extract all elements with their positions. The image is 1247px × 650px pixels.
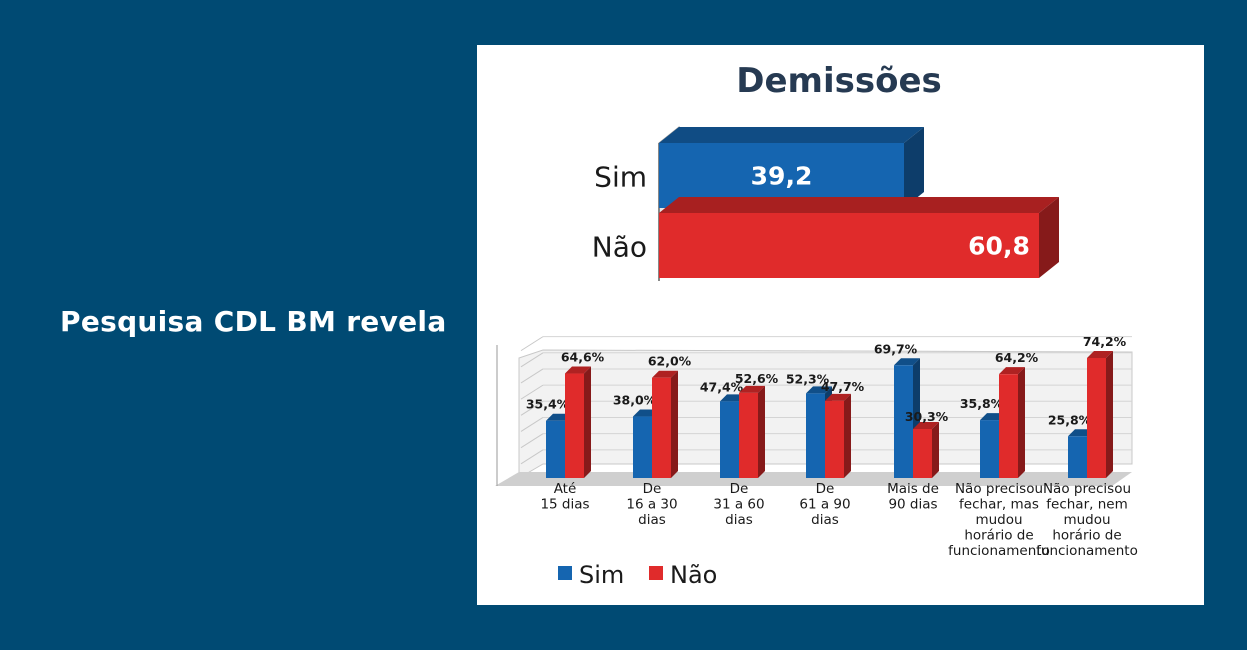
- headline: Pesquisa CDL BM revela: [60, 305, 447, 338]
- column-sim-2: [633, 416, 652, 478]
- data-label-não-1: 64,6%: [561, 350, 605, 365]
- column-não-7: [1087, 358, 1106, 478]
- column-top-face: [825, 393, 851, 401]
- gridline-diag: [520, 336, 544, 352]
- bar-side-face-não: [1039, 197, 1059, 278]
- bar-value-não: 60,8: [968, 232, 1030, 261]
- gridline-diag: [520, 433, 544, 449]
- data-label-não-2: 62,0%: [648, 354, 692, 369]
- category-label-não: Não: [592, 231, 647, 264]
- data-label-sim-1: 35,4%: [526, 397, 570, 412]
- column-top-face: [1087, 351, 1113, 358]
- chart-title: Demissões: [736, 61, 942, 101]
- data-label-não-3: 52,6%: [735, 371, 779, 386]
- column-side-face: [671, 370, 678, 478]
- legend-swatch-não: [649, 566, 663, 580]
- bar-value-sim: 39,2: [751, 162, 813, 191]
- column-não-1: [565, 373, 584, 478]
- category-label-sim: Sim: [594, 161, 647, 194]
- column-sim-7: [1068, 436, 1087, 478]
- bar-top-face-sim: [659, 127, 924, 143]
- tick-label-3: De 31 a 60 dias: [713, 481, 764, 528]
- data-label-sim-3: 47,4%: [700, 379, 744, 394]
- chart-panel: Demissões 39,2 Sim 60,8 Não 35,4% 64,6% Até 15…: [477, 45, 1204, 605]
- bar-não: [659, 213, 1039, 278]
- column-top-face: [739, 385, 765, 393]
- column-sim-1: [546, 420, 565, 478]
- data-label-não-5: 30,3%: [905, 409, 949, 424]
- gridline-diag: [520, 449, 544, 465]
- grouped-bar-chart: 35,4% 64,6% Até 15 dias 38,0% 62,0% De 16 a 30 d…: [495, 334, 1138, 559]
- column-não-4: [825, 400, 844, 478]
- tick-label-5: Mais de 90 dias: [887, 481, 939, 513]
- data-label-não-7: 74,2%: [1083, 334, 1127, 349]
- column-top-face: [565, 366, 591, 374]
- column-sim-3: [720, 401, 739, 478]
- tick-label-2: De 16 a 30 dias: [626, 481, 677, 528]
- column-não-6: [999, 374, 1018, 478]
- column-top-face: [894, 358, 920, 366]
- column-side-face: [1018, 367, 1025, 478]
- gridline-diag: [520, 400, 544, 416]
- bar-side-face-sim: [904, 127, 924, 208]
- tick-label-1: Até 15 dias: [540, 481, 589, 513]
- data-label-sim-2: 38,0%: [613, 393, 657, 408]
- column-não-2: [652, 377, 671, 478]
- data-label-sim-4: 52,3%: [786, 371, 830, 386]
- chart-legend: Sim Não: [558, 561, 717, 589]
- data-label-não-4: 47,7%: [821, 379, 865, 394]
- tick-label-7: Não precisou fechar, nem mudou horário de fu…: [1036, 481, 1138, 559]
- data-label-não-6: 64,2%: [995, 350, 1039, 365]
- column-top-face: [999, 367, 1025, 375]
- column-side-face: [584, 366, 591, 478]
- column-sim-5: [894, 365, 913, 478]
- data-label-sim-7: 25,8%: [1048, 412, 1092, 427]
- chart-svg: Demissões 39,2 Sim 60,8 Não 35,4% 64,6% Até 15…: [495, 61, 1138, 589]
- gridline-diag: [520, 417, 544, 432]
- column-side-face: [932, 421, 939, 478]
- legend-label-não: Não: [670, 561, 717, 589]
- tick-label-4: De 61 a 90 dias: [799, 481, 850, 528]
- legend-label-sim: Sim: [579, 561, 624, 589]
- column-não-3: [739, 392, 758, 478]
- legend-swatch-sim: [558, 566, 572, 580]
- gridline-diag: [520, 352, 544, 368]
- column-side-face: [1106, 351, 1113, 478]
- column-sim-4: [806, 393, 825, 478]
- gridline-diag: [520, 384, 544, 400]
- column-top-face: [913, 421, 939, 429]
- column-top-face: [652, 370, 678, 378]
- column-não-5: [913, 428, 932, 478]
- column-side-face: [844, 393, 851, 478]
- column-sim-6: [980, 420, 999, 478]
- data-label-sim-5: 69,7%: [874, 341, 918, 356]
- tick-label-6: Não precisou fechar, mas mudou horário de fu…: [948, 481, 1050, 559]
- column-top-face: [806, 386, 832, 394]
- column-side-face: [758, 385, 765, 478]
- data-label-sim-6: 35,8%: [960, 396, 1004, 411]
- bar-top-face-não: [659, 197, 1059, 213]
- gridline-diag: [520, 368, 544, 384]
- horizontal-bar-chart: 39,2 Sim 60,8 Não: [592, 125, 1059, 281]
